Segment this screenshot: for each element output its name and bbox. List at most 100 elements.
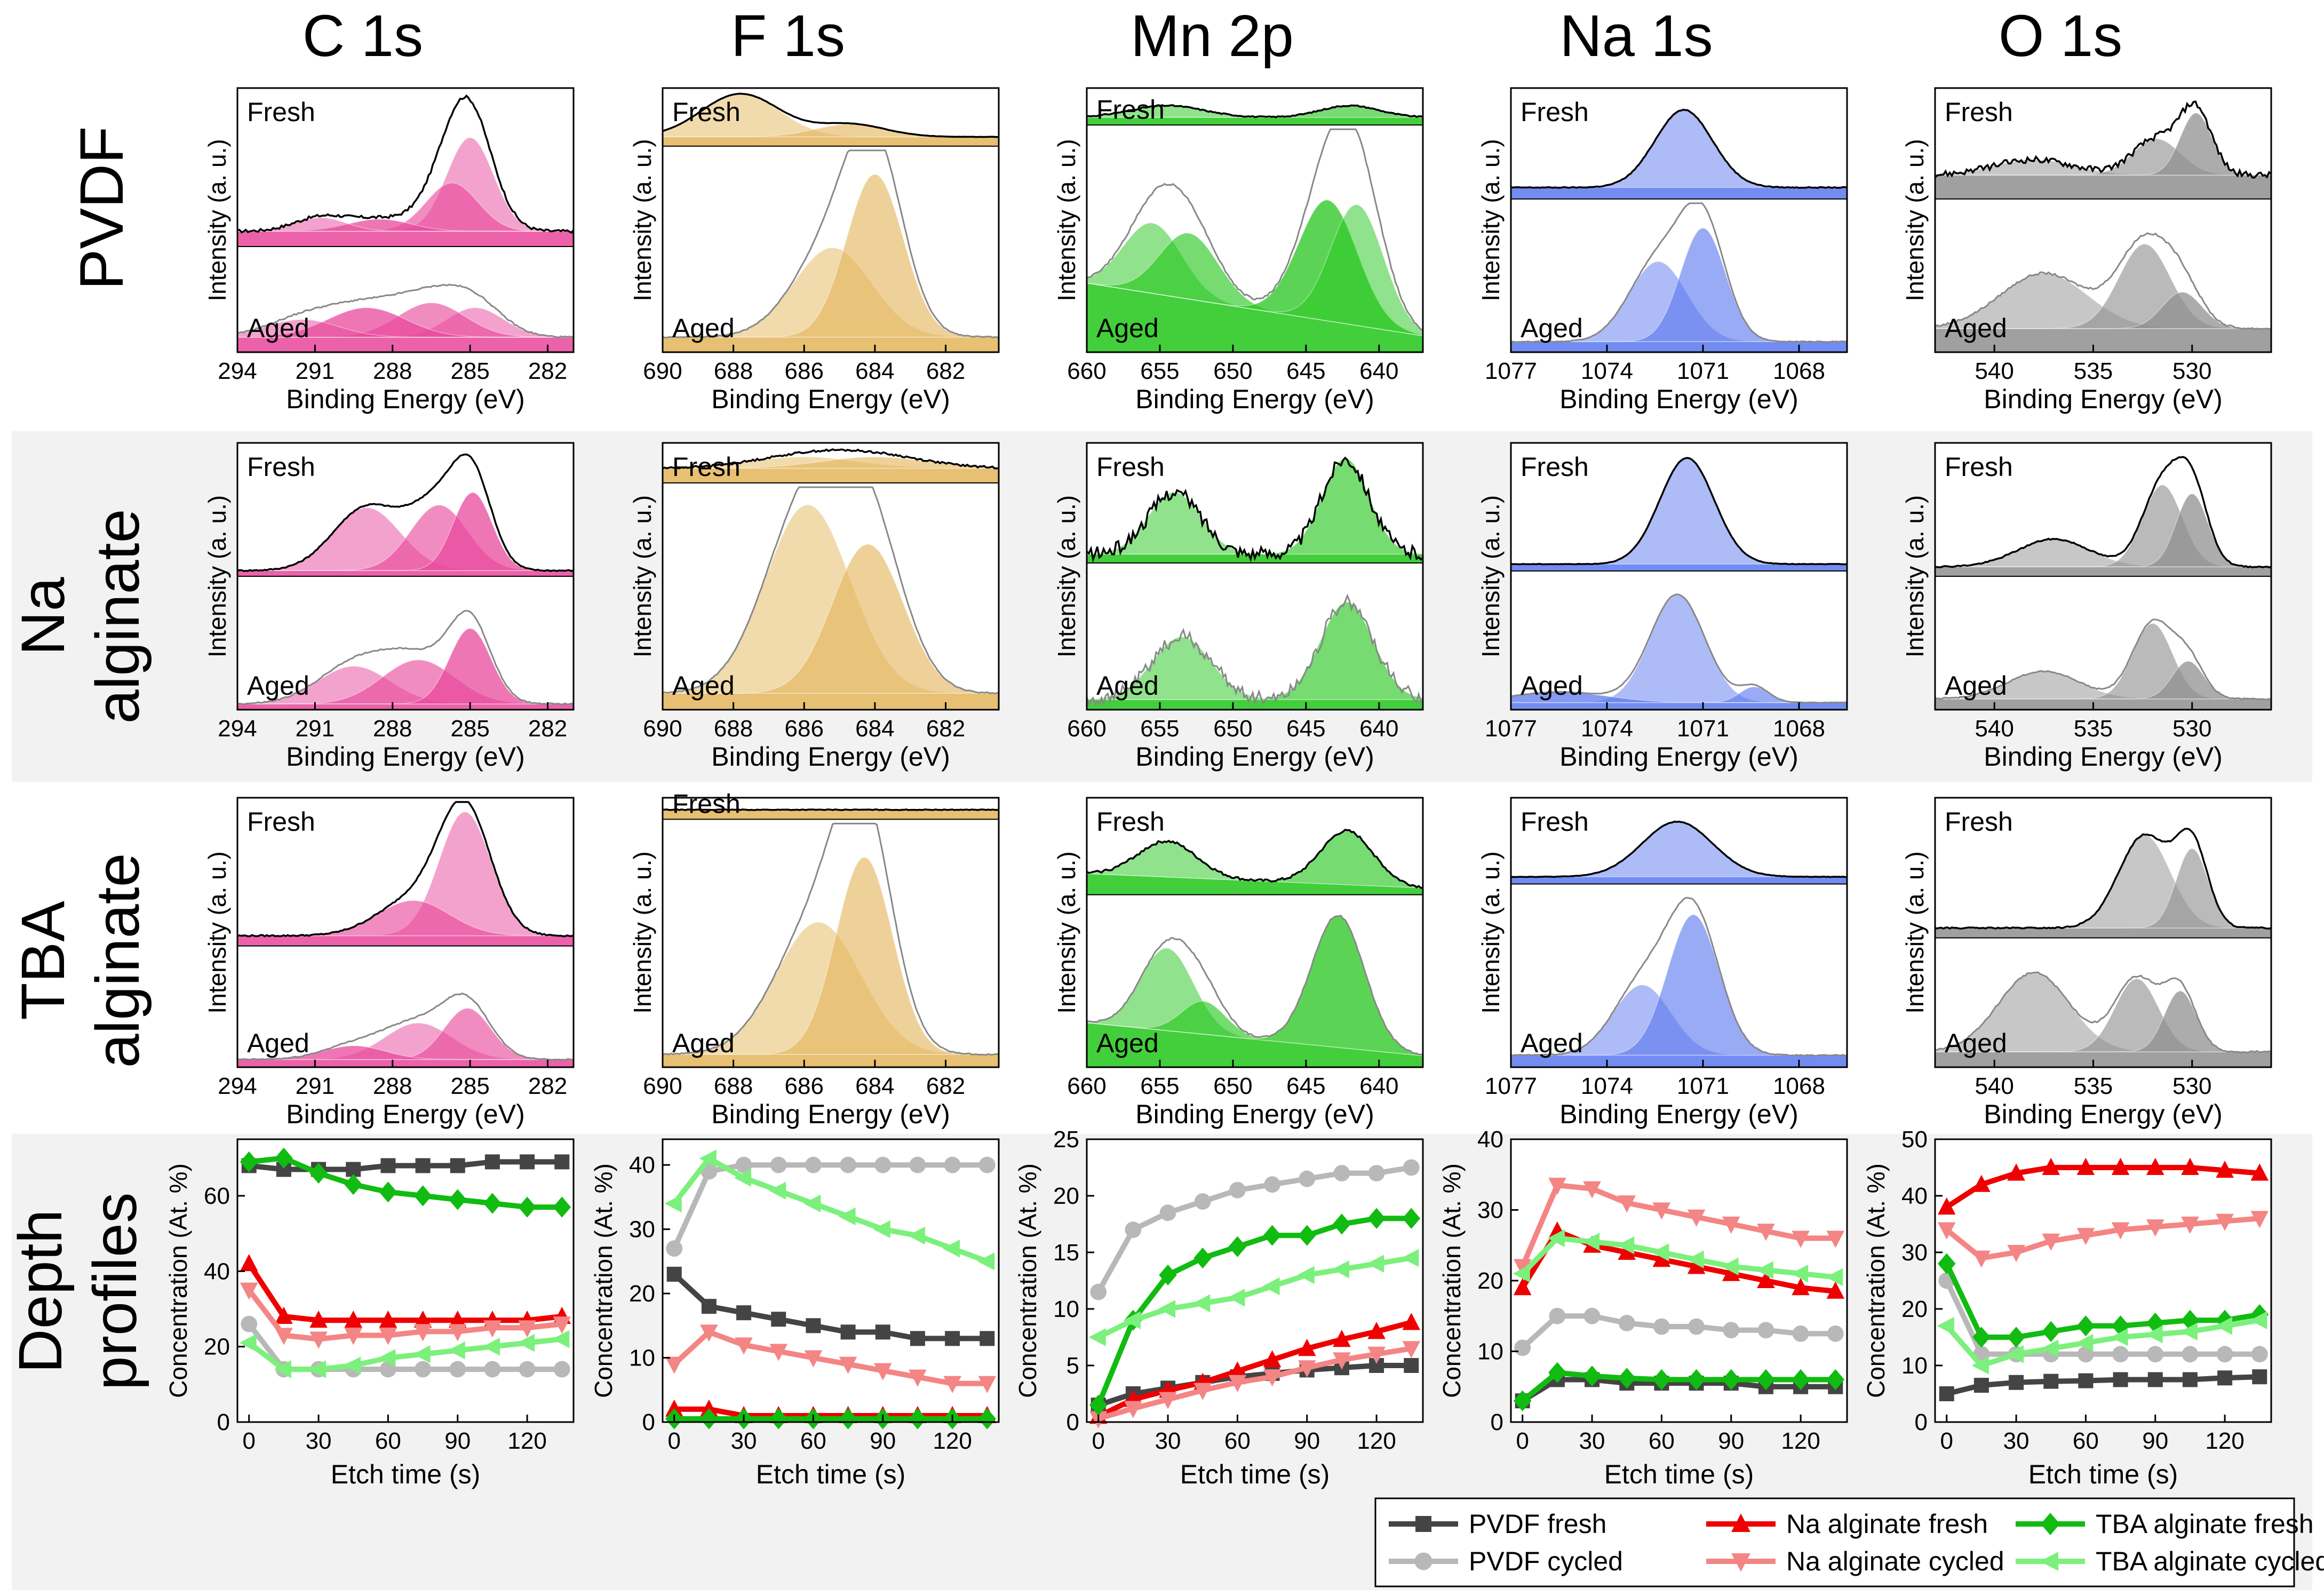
data-point-triangle [448, 1324, 467, 1341]
data-point-triangle [553, 1316, 571, 1334]
data-point-square [2252, 1369, 2267, 1385]
data-point-triangle [1937, 1222, 1956, 1240]
y-tick-label: 10 [1053, 1296, 1079, 1322]
aged-label: Aged [247, 671, 309, 701]
background-fill [1511, 187, 1847, 199]
x-tick-label: 60 [1649, 1428, 1675, 1454]
data-point-triangle [1297, 1266, 1315, 1284]
data-point-triangle [1513, 1278, 1532, 1296]
data-point-triangle [1367, 1346, 1386, 1364]
data-point-triangle [700, 1324, 718, 1342]
data-point-triangle [483, 1320, 502, 1338]
row-label-na: Na [9, 577, 77, 655]
y-tick-label: 40 [1477, 1126, 1503, 1153]
x-axis-label: Binding Energy (eV) [711, 742, 950, 772]
data-point-triangle [1124, 1401, 1142, 1418]
series-line [1096, 1216, 1412, 1407]
data-point-triangle [1652, 1250, 1671, 1267]
envelope-line [1510, 593, 1848, 704]
series-line [1945, 1165, 2260, 1210]
data-point-triangle [838, 1207, 856, 1226]
envelope-line [237, 609, 574, 705]
series-line [1521, 1377, 1836, 1403]
series-line [247, 1336, 562, 1372]
data-point-diamond [1228, 1236, 1247, 1257]
background-fill [663, 1054, 999, 1067]
y-tick-label: 20 [1477, 1268, 1503, 1294]
envelope-line [1935, 232, 2272, 330]
plot-frame [1510, 442, 1848, 711]
data-point-triangle [308, 1360, 327, 1378]
data-point-triangle [1721, 1257, 1739, 1276]
background-fill [1935, 567, 2271, 576]
data-point-diamond [1298, 1225, 1316, 1246]
envelope-line [1086, 128, 1423, 331]
data-point-triangle [379, 1311, 397, 1328]
x-tick-label: 645 [1286, 358, 1325, 384]
data-point-square [1415, 1516, 1431, 1532]
data-point-diamond [1159, 1264, 1177, 1285]
series-na-alginate-cycled [1513, 1178, 1845, 1276]
envelope-line [1510, 820, 1848, 878]
data-point-square [2078, 1373, 2094, 1388]
envelope-line [662, 92, 999, 138]
data-point-triangle [1652, 1243, 1669, 1261]
series-tba-alginate-fresh [240, 1147, 571, 1218]
data-point-triangle [1367, 1322, 1386, 1339]
data-point-circle [1723, 1322, 1740, 1339]
peak-component [1510, 914, 1847, 1056]
y-tick-label: 10 [629, 1345, 655, 1371]
data-point-diamond [1937, 1253, 1956, 1274]
data-point-circle [449, 1361, 466, 1378]
data-point-triangle [379, 1328, 397, 1345]
data-point-triangle [1159, 1392, 1177, 1409]
x-tick-label: 684 [855, 1073, 894, 1099]
x-tick-label: 688 [714, 1073, 753, 1099]
x-tick-label: 90 [2142, 1428, 2168, 1454]
data-point-circle [944, 1156, 961, 1173]
x-tick-label: 60 [1224, 1428, 1251, 1454]
data-point-diamond [413, 1185, 432, 1206]
y-axis-label: Concentration (At. %) [1862, 1163, 1890, 1398]
y-tick-label: 50 [1901, 1126, 1928, 1153]
plot-frame [236, 1138, 575, 1423]
x-tick-label: 1074 [1581, 1073, 1633, 1099]
data-point-circle [666, 1240, 683, 1257]
plot-frame [1934, 1138, 2272, 1423]
series-line [1097, 1320, 1412, 1419]
data-point-triangle [1731, 1513, 1750, 1532]
x-tick-label: 660 [1067, 716, 1106, 742]
y-tick-label: 20 [1053, 1183, 1079, 1209]
data-point-triangle [1228, 1361, 1247, 1379]
data-point-triangle [2041, 1339, 2059, 1357]
y-tick-label: 25 [1053, 1126, 1079, 1153]
element-title-mn-2p: Mn 2p [1131, 3, 1294, 69]
fresh-label: Fresh [247, 97, 315, 127]
data-point-diamond [483, 1193, 502, 1214]
data-point-triangle [378, 1349, 396, 1367]
background-fill [237, 337, 574, 352]
envelope-line [237, 992, 574, 1061]
data-point-diamond [700, 1408, 718, 1430]
data-point-triangle [1332, 1260, 1349, 1279]
x-tick-label: 530 [2172, 358, 2211, 384]
data-point-diamond [909, 1408, 927, 1430]
y-axis-label: Intensity (a. u.) [628, 851, 656, 1013]
data-point-diamond [1513, 1390, 1532, 1411]
x-tick-label: 285 [450, 1073, 489, 1099]
series-line [1097, 1255, 1412, 1340]
data-point-triangle [734, 1169, 752, 1187]
peak-component [237, 492, 574, 571]
data-point-triangle [1937, 1197, 1956, 1215]
data-point-triangle [1263, 1369, 1282, 1387]
x-tick-label: 535 [2074, 716, 2113, 742]
depth-profile-na-1s: 0 30 60 90 120 0 10 20 30 40 Etch time (s) Concentr… [1438, 1126, 1848, 1489]
x-axis-label: Binding Energy (eV) [1559, 384, 1798, 414]
legend-label: PVDF fresh [1469, 1509, 1606, 1539]
element-titles: C 1s F 1s Mn 2p Na 1s O 1s [303, 3, 2122, 69]
data-point-circle [1125, 1221, 1142, 1238]
data-point-triangle [2181, 1217, 2199, 1234]
data-point-triangle [448, 1311, 467, 1328]
